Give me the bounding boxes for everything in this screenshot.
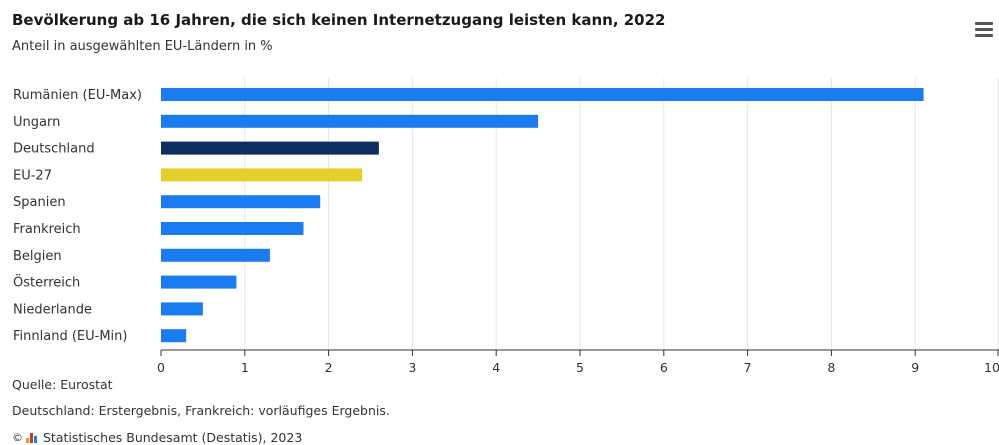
chart-title: Bevölkerung ab 16 Jahren, die sich keine… [12,11,666,29]
category-label: Rumänien (EU-Max) [13,88,142,103]
bar[interactable] [161,275,237,289]
bars [161,88,924,343]
x-tick-label: 2 [325,360,333,375]
category-label: Belgien [13,249,62,264]
x-tick-label: 5 [576,360,584,375]
copyright-text: Statistisches Bundesamt (Destatis), 2023 [43,430,303,445]
x-tick-label: 10 [984,360,999,375]
category-label: Ungarn [13,115,60,130]
bar[interactable] [161,222,304,235]
destatis-logo-icon [26,432,38,443]
bar[interactable] [161,248,270,262]
x-tick-label: 6 [660,360,668,375]
bar[interactable] [161,168,363,182]
bar[interactable] [161,141,379,155]
x-tick-label: 3 [408,360,416,375]
bar[interactable] [161,88,924,101]
hamburger-menu-icon[interactable] [975,22,993,37]
x-tick-label: 4 [492,360,500,375]
source-note: Quelle: Eurostat [12,377,113,392]
footnote: Deutschland: Erstergebnis, Frankreich: v… [12,403,390,418]
category-label: EU-27 [13,168,52,183]
category-label: Deutschland [13,142,95,157]
bar[interactable] [161,114,539,128]
category-label: Österreich [13,274,80,291]
category-label: Niederlande [13,302,92,317]
category-label: Spanien [13,195,66,210]
category-label: Frankreich [13,222,81,237]
x-tick-label: 8 [827,360,835,375]
category-labels: Rumänien (EU-Max) Ungarn Deutschland EU-27 S… [13,88,142,344]
x-axis: 0 1 2 3 4 5 6 7 8 9 10 [157,349,999,375]
bar[interactable] [161,195,321,209]
bar[interactable] [161,329,187,343]
bar[interactable] [161,302,203,316]
x-tick-label: 1 [241,360,249,375]
x-tick-label: 7 [744,360,752,375]
x-tick-label: 0 [157,360,165,375]
copyright-line: © Statistisches Bundesamt (Destatis), 20… [12,430,302,445]
copyright-symbol: © [12,431,23,444]
chart-subtitle: Anteil in ausgewählten EU-Ländern in % [12,39,273,54]
x-tick-label: 9 [911,360,919,375]
category-label: Finnland (EU-Min) [13,329,127,344]
